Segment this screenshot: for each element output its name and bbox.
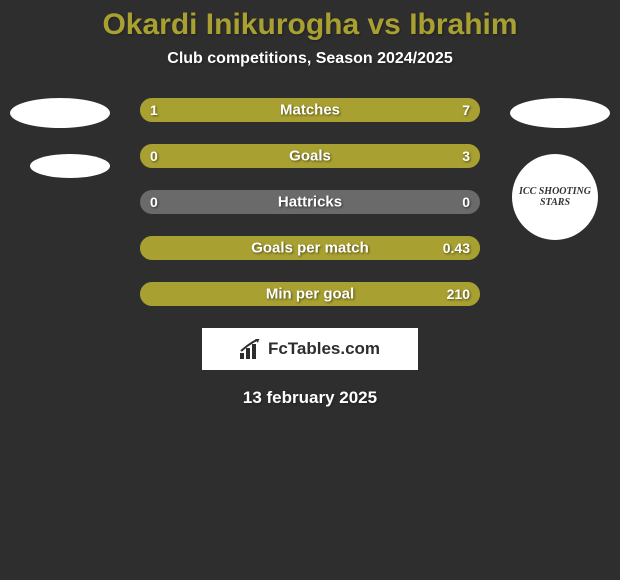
site-logo-text: FcTables.com xyxy=(268,339,380,359)
stat-label: Matches xyxy=(280,102,340,119)
site-logo: FcTables.com xyxy=(202,328,418,370)
player2-avatar xyxy=(510,98,610,128)
stat-value-right: 3 xyxy=(462,148,470,164)
stat-label: Goals per match xyxy=(251,240,369,257)
stat-value-left: 1 xyxy=(150,102,158,118)
stat-row: Matches 1 7 xyxy=(140,98,480,122)
stat-value-left: 0 xyxy=(150,194,158,210)
stat-fill-left xyxy=(140,98,183,122)
stat-value-right: 0 xyxy=(462,194,470,210)
stat-label: Min per goal xyxy=(266,286,354,303)
stat-rows: Matches 1 7 Goals 0 3 Hattricks 0 0 Goals per mat… xyxy=(140,98,480,306)
page-title: Okardi Inikurogha vs Ibrahim xyxy=(0,0,620,42)
stat-row: Hattricks 0 0 xyxy=(140,190,480,214)
club-badge-text: ICC SHOOTING STARS xyxy=(512,186,598,208)
footer-date: 13 february 2025 xyxy=(0,388,620,408)
stat-row: Min per goal 210 xyxy=(140,282,480,306)
stat-value-right: 7 xyxy=(462,102,470,118)
stats-comparison-card: Okardi Inikurogha vs Ibrahim Club compet… xyxy=(0,0,620,580)
player1-club-badge xyxy=(30,154,110,178)
stat-label: Goals xyxy=(289,148,331,165)
stats-area: ICC SHOOTING STARS Matches 1 7 Goals 0 3 Hattr… xyxy=(0,98,620,306)
stat-row: Goals 0 3 xyxy=(140,144,480,168)
player1-avatar xyxy=(10,98,110,128)
stat-row: Goals per match 0.43 xyxy=(140,236,480,260)
player2-club-badge: ICC SHOOTING STARS xyxy=(512,154,598,240)
chart-icon xyxy=(240,339,262,359)
stat-value-left: 0 xyxy=(150,148,158,164)
stat-value-right: 0.43 xyxy=(443,240,470,256)
page-subtitle: Club competitions, Season 2024/2025 xyxy=(0,50,620,68)
stat-value-right: 210 xyxy=(447,286,470,302)
stat-label: Hattricks xyxy=(278,194,342,211)
